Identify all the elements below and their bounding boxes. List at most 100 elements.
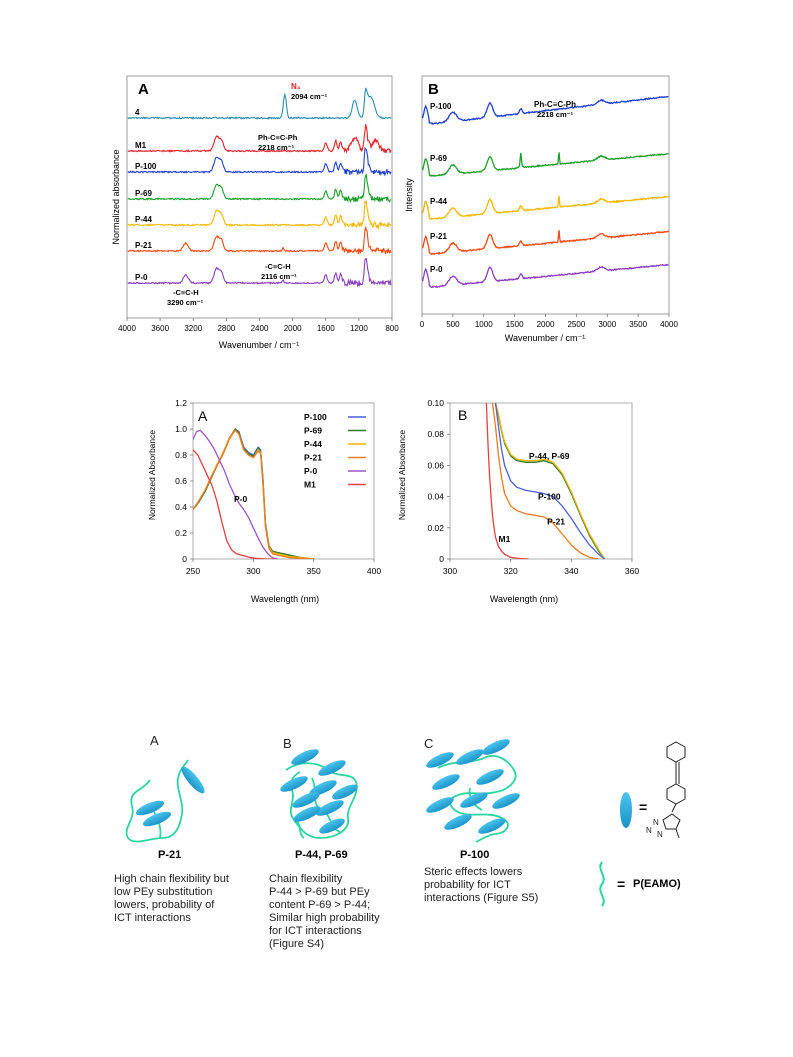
schematic-description-line: content P-69 > P-44;	[269, 899, 371, 911]
legend-equals-1: =	[639, 799, 648, 815]
legend-ellipse-icon	[620, 792, 632, 828]
raman-b-xlabel: Wavenumber / cm⁻¹	[505, 333, 585, 343]
raman-b-xtick-label: 1000	[475, 320, 493, 329]
ftir-a-annot-phccph: Ph-C≡C-Ph	[258, 133, 298, 142]
uv-series-p-100	[193, 428, 314, 559]
uv-b-panel-label: B	[458, 407, 467, 423]
raman-b-xtick-label: 2500	[567, 320, 585, 329]
uv-series-m1	[485, 403, 529, 559]
uv-xtick-label: 250	[186, 566, 200, 576]
uv-annotation-p-21: P-21	[547, 517, 565, 527]
raman-b-xtick-label: 4000	[660, 320, 678, 329]
schematic-description-line: probability for ICT	[424, 879, 511, 891]
schematic-description-line: Steric effects lowers	[424, 866, 523, 878]
uv-xtick-label: 300	[246, 566, 260, 576]
schematic-description-line: interactions (Figure S5)	[424, 892, 539, 904]
ftir-a-series-p-100	[127, 146, 392, 177]
ftir-a-xtick-label: 3200	[184, 324, 202, 333]
ftir-a-xtick-label: 1200	[350, 324, 368, 333]
uv-xtick-label: 320	[504, 566, 518, 576]
ftir-a-series-4	[127, 87, 392, 120]
uv-series-p-44	[193, 429, 314, 559]
raman-b-series-label-p-44: P-44	[430, 197, 447, 206]
ftir-a-annot-n3: N₃	[291, 82, 301, 91]
raman-b-xtick-label: 3000	[598, 320, 616, 329]
ftir-a-annot-n3-wn: 2094 cm⁻¹	[291, 92, 328, 101]
ftir-a-xtick-label: 4000	[118, 324, 136, 333]
uv-plot-frame-2	[192, 402, 375, 560]
ftir-a-series-label-4: 4	[135, 108, 140, 117]
ftir-a-xtick-label: 1600	[317, 324, 335, 333]
ftir-a-annot-cch-wn: 2116 cm⁻¹	[261, 272, 297, 281]
schematic-description-b: Chain flexibility P-44 > P-69 but PEy co…	[269, 873, 380, 951]
uv-ytick-label: 0.10	[427, 398, 444, 408]
schematic-description-line: for ICT interactions	[269, 925, 362, 937]
uv-chart-a: 0 0.2 0.4 0.6 0.8 1.0 1.2 250 300 350 400 P-100 P-69…	[147, 398, 381, 604]
schematic-description-line: (Figure S4)	[269, 938, 325, 950]
schematic-title-p21: P-21	[158, 849, 182, 861]
raman-b-annot-wn: 2218 cm⁻¹	[537, 110, 574, 119]
uv-annotation-p-0: P-0	[234, 494, 248, 504]
uv-ytick-label: 0.8	[175, 450, 187, 460]
triazole-n2-label: N	[646, 826, 652, 835]
schematic-description-line: Similar high probability	[269, 912, 380, 924]
ftir-a-xtick-label: 800	[385, 324, 399, 333]
uv-series-p-44-p-69	[494, 403, 606, 559]
raman-b-xtick-label: 500	[446, 320, 460, 329]
ftir-a-annot-cch2-wn: 3290 cm⁻¹	[167, 298, 204, 307]
ftir-a-xtick-label: 3600	[151, 324, 169, 333]
uv-series-p-0	[193, 429, 278, 559]
raman-b-ylabel: Intensity	[404, 178, 414, 212]
ftir-a-annot-cch2: -C≡C-H	[173, 288, 199, 297]
raman-b-series-label-p-0: P-0	[430, 265, 443, 274]
schematic-description-line: ICT interactions	[114, 912, 191, 924]
raman-b-xtick-label: 2000	[537, 320, 555, 329]
schematic-letter-a: A	[150, 733, 159, 748]
uv-ytick-label: 0.2	[175, 528, 187, 538]
uv-legend-label-p-100: P-100	[304, 412, 327, 422]
schematic-ellipses-b	[280, 749, 358, 834]
ftir-a-series-p-0	[127, 257, 392, 288]
ftir-a-xtick-label: 2800	[217, 324, 235, 333]
schematic-description-c: Steric effects lowers probability for IC…	[424, 866, 538, 905]
raman-chart-b: B P-100 P-69 P-44 P-21 P-0 0 500 1000 1500 2000 2…	[404, 75, 678, 343]
ftir-a-series-label-p-100: P-100	[135, 162, 157, 171]
ftir-a-series-label-p-0: P-0	[135, 273, 148, 282]
uv-series-p-21	[491, 403, 599, 559]
uv-b-ylabel: Normalized Absorbance	[397, 430, 407, 521]
ftir-a-panel-label: A	[138, 81, 149, 98]
uv-ytick-label: 0	[182, 554, 187, 564]
uv-ytick-label: 0.04	[427, 492, 444, 502]
ftir-a-series-label-p-21: P-21	[135, 241, 152, 250]
raman-b-xtick-label: 1500	[506, 320, 524, 329]
schematic-description-line: low PEy substitution	[114, 886, 213, 898]
uv-a-panel-label: A	[198, 408, 208, 424]
uv-xtick-label: 400	[367, 566, 381, 576]
triazole-n3-label: N	[657, 830, 663, 839]
schematic-description-a: High chain flexibility but low PEy subst…	[114, 873, 229, 925]
ftir-a-series-label-p-44: P-44	[135, 215, 152, 224]
raman-b-xtick-label: 3500	[629, 320, 647, 329]
ftir-a-xlabel: Wavenumber / cm⁻¹	[219, 340, 299, 350]
ftir-a-series-m1	[127, 124, 392, 154]
uv-xtick-label: 360	[625, 566, 639, 576]
uv-a-ylabel: Normalized Absorbance	[147, 430, 157, 521]
uv-legend-label-p-0: P-0	[304, 466, 318, 476]
raman-b-series-label-p-21: P-21	[430, 232, 447, 241]
uv-annotation-p-100: P-100	[538, 492, 561, 502]
uv-series-p-100	[494, 403, 606, 559]
schematic-title-p44-p69: P-44, P-69	[295, 849, 348, 861]
ftir-a-ylabel: Normalized absorbance	[111, 149, 121, 244]
schematic-chain-c	[437, 755, 517, 843]
legend-equals-2: =	[617, 876, 626, 892]
ftir-chart-a: A 4 M1 P-100 P-69 P-44 P-21 P-0 4000 3600 3200 28…	[111, 75, 399, 350]
raman-b-series-p-100	[421, 95, 669, 125]
legend-polymer-label: P(EAMO)	[633, 878, 681, 890]
raman-b-panel-label: B	[428, 81, 439, 98]
uv-xtick-label: 350	[307, 566, 321, 576]
ftir-a-annot-cch: -C≡C-H	[265, 262, 291, 271]
legend-chain-icon	[599, 861, 605, 907]
ftir-a-xtick-label: 2000	[284, 324, 302, 333]
raman-b-xtick-label: 0	[420, 320, 425, 329]
uv-ytick-label: 1.2	[175, 398, 187, 408]
